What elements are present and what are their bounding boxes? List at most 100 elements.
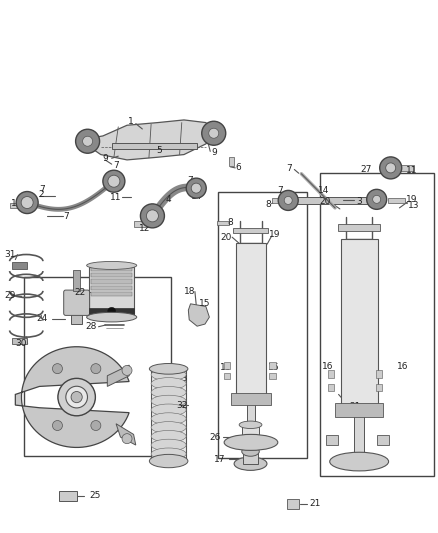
Bar — [376, 370, 382, 378]
Ellipse shape — [149, 454, 188, 468]
Bar — [71, 303, 82, 324]
Bar — [269, 373, 276, 379]
Bar — [388, 198, 405, 203]
Text: 30: 30 — [15, 340, 26, 348]
Text: 15: 15 — [199, 300, 211, 308]
Bar — [243, 451, 258, 464]
Circle shape — [72, 392, 81, 402]
Bar — [73, 270, 80, 291]
Bar — [224, 362, 230, 369]
Ellipse shape — [330, 452, 389, 471]
Circle shape — [284, 196, 292, 205]
Ellipse shape — [151, 413, 186, 424]
Text: 28: 28 — [85, 322, 96, 331]
Text: 31: 31 — [4, 251, 15, 259]
Text: 16: 16 — [220, 364, 232, 372]
Bar — [24, 277, 171, 456]
Bar — [91, 279, 132, 284]
Text: 23: 23 — [176, 374, 187, 383]
Text: 20: 20 — [319, 197, 331, 206]
Ellipse shape — [151, 377, 186, 389]
Bar — [247, 394, 255, 445]
Bar — [10, 203, 19, 208]
Bar — [289, 197, 376, 204]
Circle shape — [53, 421, 63, 431]
Text: 21: 21 — [244, 394, 255, 403]
FancyBboxPatch shape — [59, 491, 77, 500]
Circle shape — [373, 195, 381, 204]
Circle shape — [108, 175, 120, 187]
Circle shape — [16, 191, 38, 214]
Text: 26: 26 — [209, 433, 220, 441]
Text: 2: 2 — [39, 190, 44, 199]
Ellipse shape — [151, 386, 186, 398]
Bar — [269, 362, 276, 369]
Ellipse shape — [151, 404, 186, 416]
Circle shape — [91, 421, 101, 431]
Ellipse shape — [151, 439, 186, 451]
Ellipse shape — [87, 312, 137, 322]
Bar — [224, 373, 230, 379]
Ellipse shape — [224, 434, 278, 450]
Circle shape — [76, 129, 99, 154]
Bar — [91, 292, 132, 296]
Circle shape — [53, 364, 63, 374]
Text: 4: 4 — [166, 196, 171, 204]
FancyBboxPatch shape — [325, 435, 338, 445]
Bar — [341, 239, 378, 404]
Circle shape — [67, 387, 86, 407]
Circle shape — [141, 204, 164, 228]
Circle shape — [146, 210, 159, 222]
Text: 27: 27 — [360, 165, 371, 174]
Ellipse shape — [149, 364, 188, 374]
Bar — [112, 143, 197, 149]
Text: 5: 5 — [156, 146, 162, 155]
FancyBboxPatch shape — [12, 262, 27, 269]
Circle shape — [21, 197, 33, 208]
Ellipse shape — [151, 369, 186, 381]
Text: 9: 9 — [102, 155, 108, 163]
Bar — [231, 393, 271, 405]
Bar — [229, 157, 234, 166]
Circle shape — [186, 178, 206, 198]
FancyBboxPatch shape — [12, 338, 27, 344]
Bar — [91, 273, 132, 277]
Ellipse shape — [151, 448, 186, 459]
Bar — [91, 286, 132, 290]
Polygon shape — [107, 365, 129, 386]
Circle shape — [209, 128, 219, 138]
Bar — [91, 266, 132, 271]
Circle shape — [108, 307, 116, 316]
Bar — [376, 384, 382, 391]
Bar — [233, 228, 268, 233]
Bar — [320, 173, 434, 476]
Circle shape — [91, 364, 101, 374]
Circle shape — [386, 163, 396, 173]
Text: 11: 11 — [406, 166, 417, 175]
Polygon shape — [188, 304, 209, 326]
Bar — [338, 224, 380, 231]
Text: 18: 18 — [184, 287, 195, 296]
Text: 19: 19 — [406, 196, 417, 204]
Circle shape — [380, 157, 402, 179]
Bar — [242, 426, 259, 447]
Circle shape — [278, 190, 298, 211]
Text: 21: 21 — [310, 499, 321, 508]
Circle shape — [122, 366, 132, 375]
Ellipse shape — [151, 431, 186, 442]
Text: 7: 7 — [286, 164, 292, 173]
Text: 9: 9 — [212, 148, 218, 157]
Text: 10: 10 — [11, 199, 22, 208]
Bar — [396, 165, 414, 171]
Text: 21: 21 — [349, 402, 360, 410]
Bar — [335, 403, 383, 417]
Circle shape — [103, 170, 125, 192]
Text: 25: 25 — [90, 491, 101, 500]
Bar — [134, 221, 150, 227]
Ellipse shape — [242, 447, 259, 456]
Bar — [236, 243, 266, 394]
Circle shape — [71, 392, 82, 402]
FancyBboxPatch shape — [377, 435, 389, 445]
Circle shape — [191, 183, 201, 193]
Text: 3: 3 — [356, 197, 362, 206]
